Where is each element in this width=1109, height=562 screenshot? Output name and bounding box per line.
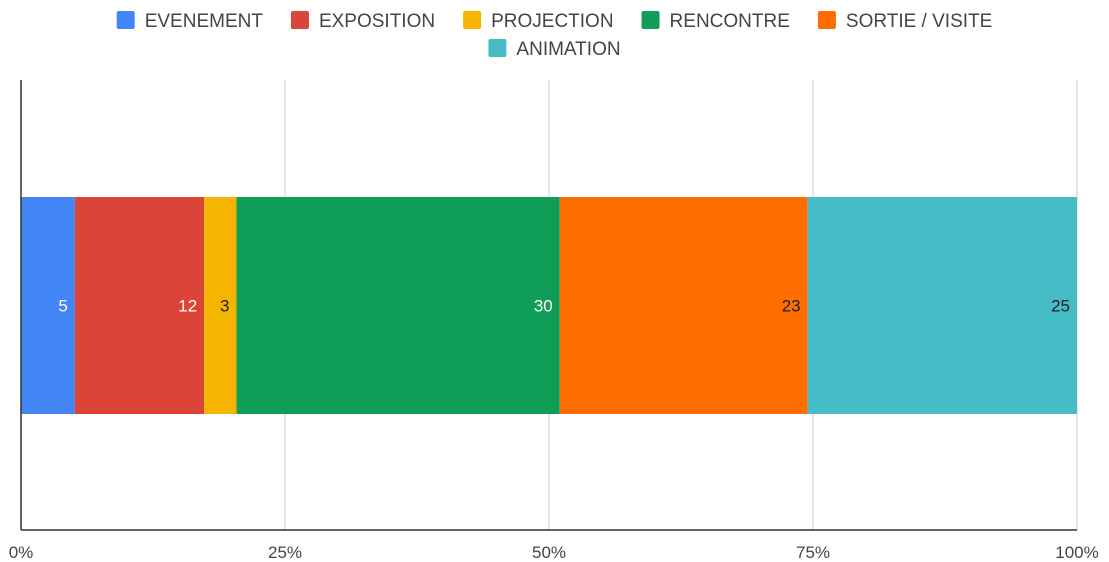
legend-label-projection: PROJECTION <box>491 11 613 32</box>
bar-segment-projection <box>204 197 237 414</box>
data-label-rencontre: 30 <box>534 297 553 316</box>
x-tick-label: 50% <box>532 543 566 562</box>
data-label-animation: 25 <box>1051 297 1070 316</box>
legend-swatch-exposition <box>290 11 309 29</box>
bar-segments <box>21 197 1077 414</box>
legend-label-animation: ANIMATION <box>516 39 620 60</box>
legend-label-sortie-visite: SORTIE / VISITE <box>846 11 992 32</box>
x-tick-label: 25% <box>268 543 302 562</box>
bar-segment-animation <box>807 197 1077 414</box>
data-label-projection: 3 <box>220 297 229 316</box>
legend-swatch-evenement <box>116 11 135 29</box>
legend-label-rencontre: RENCONTRE <box>670 11 790 32</box>
bar-segment-evenement <box>21 197 75 414</box>
data-label-evenement: 5 <box>58 297 67 316</box>
legend-label-exposition: EXPOSITION <box>319 11 435 32</box>
bar-segment-rencontre <box>236 197 560 414</box>
x-tick-label: 0% <box>9 543 34 562</box>
data-labels: 5 12 3 30 23 25 <box>58 297 1070 316</box>
x-tick-labels: 0% 25% 50% 75% 100% <box>9 543 1099 562</box>
data-label-sortie-visite: 23 <box>782 297 801 316</box>
legend-swatch-animation <box>488 39 507 57</box>
legend-label-evenement: EVENEMENT <box>145 11 264 32</box>
bar-segment-sortie-visite <box>559 197 808 414</box>
legend-swatch-rencontre <box>641 11 660 29</box>
bar-segment-exposition <box>74 197 205 414</box>
data-label-exposition: 12 <box>178 297 197 316</box>
x-tick-label: 100% <box>1055 543 1098 562</box>
axes <box>20 80 1077 531</box>
legend-swatch-projection <box>463 11 482 29</box>
legend: EVENEMENT EXPOSITION PROJECTION RENCONTRE SO… <box>116 11 992 60</box>
legend-swatch-sortie-visite <box>817 11 836 29</box>
x-tick-label: 75% <box>796 543 830 562</box>
